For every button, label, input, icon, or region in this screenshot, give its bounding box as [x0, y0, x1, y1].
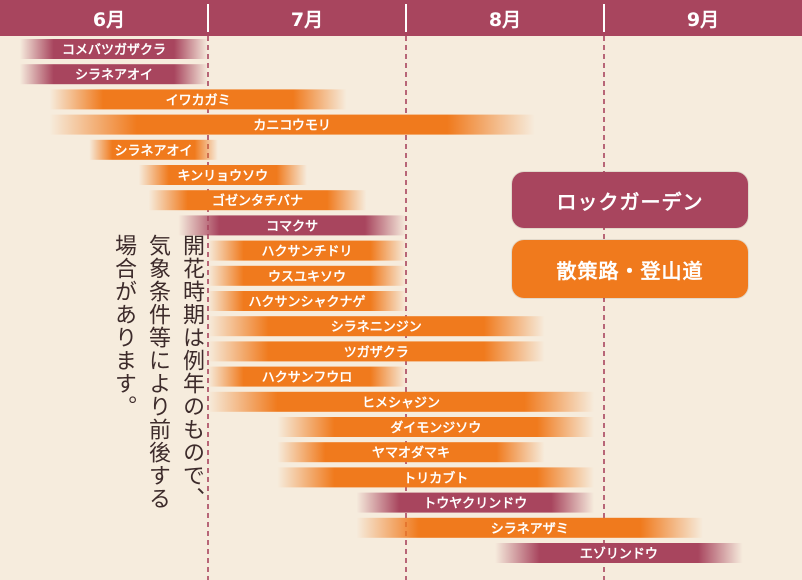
flower-bar	[19, 39, 209, 59]
flower-label: キンリョウソウ	[178, 169, 269, 184]
flower-label: カニコウモリ	[253, 119, 330, 134]
flower-bars: コメバツガザクラシラネアオイイワカガミカニコウモリシラネアオイキンリョウソウゴゼ…	[19, 39, 743, 563]
flower-bar	[208, 240, 406, 261]
flowering-note: 開花時期は例年のもので、気象条件等により前後する場合があります。	[111, 234, 204, 510]
flower-bar	[208, 265, 406, 286]
month-label: 9月	[687, 9, 719, 31]
flower-bar	[208, 341, 545, 362]
flower-label: ハクサンシャクナゲ	[248, 294, 365, 310]
flower-label: トウヤクリンドウ	[423, 497, 527, 512]
flower-bar	[49, 114, 535, 135]
flower-bar	[49, 89, 347, 110]
flower-bar	[138, 165, 307, 185]
flower-label: ハクサンフウロ	[262, 371, 353, 386]
flower-bar	[277, 442, 545, 463]
month-header: 6月 7月 8月 9月	[0, 0, 802, 36]
flower-bar	[356, 492, 595, 513]
legend-trail-label: 散策路・登山道	[556, 258, 704, 283]
header-band	[0, 0, 802, 36]
flower-label: トリカブト	[403, 470, 468, 486]
legend-trail: 散策路・登山道	[512, 240, 748, 298]
flower-bar	[208, 391, 595, 412]
flower-label: ヒメシャジン	[362, 396, 440, 411]
flower-bar	[495, 543, 743, 563]
legend-rock-garden-label: ロックガーデン	[556, 189, 704, 214]
flower-bar	[19, 64, 209, 85]
flower-bar	[356, 517, 703, 538]
flower-label: シラネアオイ	[115, 144, 193, 159]
flower-bar	[277, 417, 595, 437]
flower-label: ツガザクラ	[344, 345, 409, 360]
flower-bar	[89, 139, 218, 160]
flower-label: シラネアオイ	[75, 68, 153, 83]
flower-label: エゾリンドウ	[580, 546, 658, 562]
flower-bar	[208, 291, 406, 311]
flower-bar	[148, 190, 367, 211]
flower-label: イワカガミ	[166, 93, 231, 108]
month-label: 7月	[291, 9, 323, 31]
flower-label: コマクサ	[266, 219, 318, 234]
flower-label: ダイモンジソウ	[390, 420, 481, 436]
flower-bar	[178, 215, 406, 236]
month-label: 8月	[489, 9, 521, 31]
flower-label: ヤマオダマキ	[372, 445, 450, 461]
flower-label: ゴゼンタチバナ	[212, 193, 303, 209]
flower-label: ウスユキソウ	[268, 270, 346, 285]
flower-label: ハクサンチドリ	[261, 245, 352, 260]
legend-rock-garden: ロックガーデン	[512, 172, 748, 228]
flower-bar	[208, 316, 545, 337]
flower-label: シラネアザミ	[491, 522, 569, 537]
flower-bar	[277, 467, 595, 488]
flower-label: コメバツガザクラ	[62, 43, 166, 58]
flower-bar	[208, 366, 406, 387]
flower-label: シラネニンジン	[331, 320, 422, 335]
month-label: 6月	[93, 9, 125, 31]
